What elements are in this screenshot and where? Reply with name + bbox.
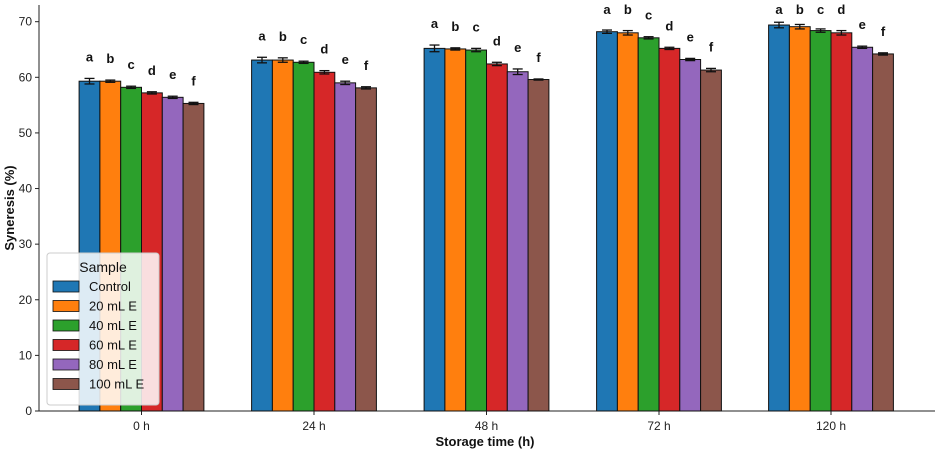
- significance-letter: f: [709, 39, 714, 54]
- x-tick-label: 120 h: [816, 419, 846, 433]
- bar: [423, 47, 446, 412]
- bar: [851, 46, 874, 412]
- bar: [872, 53, 894, 412]
- significance-letter: d: [148, 63, 156, 78]
- significance-letter: f: [536, 50, 541, 65]
- bar: [355, 87, 377, 412]
- bar: [596, 31, 618, 412]
- legend-title: Sample: [79, 259, 127, 275]
- bar: [161, 96, 184, 412]
- y-tick-label: 50: [19, 126, 33, 140]
- y-tick-label: 20: [19, 293, 33, 307]
- significance-letter: f: [881, 24, 886, 39]
- y-tick-label: 40: [19, 182, 33, 196]
- significance-letter: b: [279, 29, 287, 44]
- x-tick-label: 48 h: [475, 419, 498, 433]
- significance-letter: b: [106, 51, 114, 66]
- legend-label: 60 mL E: [89, 338, 137, 353]
- bars-layer: [78, 21, 894, 412]
- significance-letter: f: [364, 58, 369, 73]
- bar: [506, 71, 529, 412]
- bar: [768, 24, 790, 412]
- axes-layer: 0 10 20 30 40 50 60 70 Syneresis (%) Storage time…: [2, 5, 935, 449]
- legend-swatch: [52, 280, 80, 293]
- significance-letter: a: [431, 16, 439, 31]
- significance-letter: b: [451, 19, 459, 34]
- legend-swatch: [52, 300, 80, 312]
- bar: [465, 49, 488, 412]
- bar: [830, 32, 853, 412]
- y-tick-label: 30: [19, 237, 33, 251]
- significance-letter: d: [837, 2, 845, 17]
- legend-label: 40 mL E: [89, 318, 137, 333]
- significance-letter: c: [472, 19, 479, 34]
- y-tick-label: 60: [19, 70, 33, 84]
- significance-letter: a: [775, 2, 783, 17]
- x-tick-label: 72 h: [647, 419, 670, 433]
- bar: [334, 82, 357, 412]
- significance-letter: d: [320, 42, 328, 57]
- bar: [637, 37, 660, 412]
- legend-label: Control: [89, 279, 131, 294]
- bar: [251, 59, 273, 412]
- x-tick-label: 0 h: [133, 419, 150, 433]
- legend-swatch: [52, 319, 80, 332]
- bar: [679, 59, 702, 412]
- legend-swatch: [52, 378, 80, 390]
- significance-letter: e: [514, 40, 521, 55]
- significance-letter: c: [300, 32, 307, 47]
- legend-label: 20 mL E: [89, 299, 137, 314]
- bar: [313, 71, 336, 412]
- x-tick-label: 24 h: [302, 419, 325, 433]
- significance-letter: a: [603, 2, 611, 17]
- legend: Sample Control 20 mL E 40 mL E 60 mL E 80 mL …: [46, 252, 160, 406]
- bar: [809, 30, 832, 412]
- y-axis-title: Syneresis (%): [2, 165, 17, 250]
- significance-letter: d: [665, 18, 673, 33]
- legend-swatch: [52, 358, 80, 371]
- y-tick-label: 70: [19, 15, 33, 29]
- bar: [658, 47, 681, 412]
- significance-letter: b: [796, 2, 804, 17]
- bar: [271, 59, 294, 412]
- significance-letter: e: [859, 17, 866, 32]
- significance-letter: a: [258, 28, 266, 43]
- bar: [616, 32, 639, 412]
- bar: [444, 48, 467, 412]
- significance-letter: e: [687, 29, 694, 44]
- bar: [486, 63, 508, 412]
- bar: [700, 69, 722, 412]
- significance-letter: c: [645, 8, 652, 23]
- significance-letter: d: [493, 33, 501, 48]
- legend-swatch: [52, 339, 80, 351]
- legend-label: 100 mL E: [89, 377, 144, 392]
- significance-letter: c: [127, 57, 134, 72]
- significance-letter: e: [169, 67, 176, 82]
- bar: [292, 61, 315, 412]
- bar: [182, 102, 205, 412]
- significance-letter: f: [191, 73, 196, 88]
- y-tick-label: 10: [19, 348, 33, 362]
- y-tick-label: 0: [25, 404, 32, 418]
- bar: [527, 79, 550, 412]
- significance-letter: b: [624, 2, 632, 17]
- bar: [788, 26, 811, 412]
- significance-letter: e: [342, 52, 349, 67]
- legend-label: 80 mL E: [89, 357, 137, 372]
- significance-letter: a: [86, 49, 94, 64]
- x-axis-title: Storage time (h): [436, 434, 535, 449]
- significance-letter: c: [817, 2, 824, 17]
